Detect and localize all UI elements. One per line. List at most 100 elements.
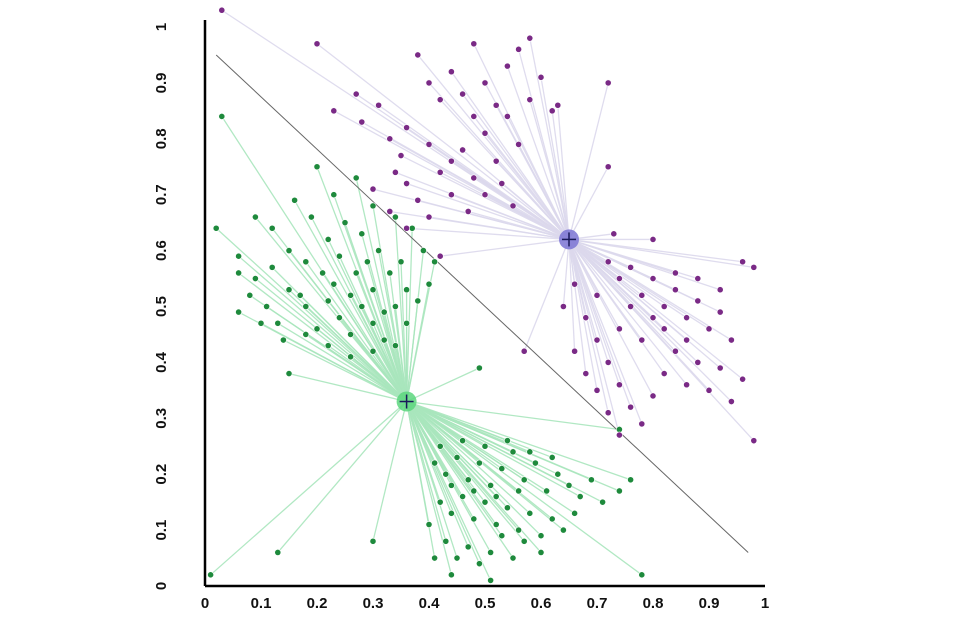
green-spoke-line bbox=[383, 311, 408, 402]
green-spoke-line bbox=[215, 227, 408, 403]
green-data-point bbox=[324, 342, 332, 350]
purple-data-point bbox=[481, 191, 489, 199]
purple-data-point bbox=[369, 185, 377, 193]
purple-spoke-line bbox=[568, 82, 609, 240]
green-data-point bbox=[537, 532, 545, 540]
purple-data-point bbox=[459, 146, 466, 154]
purple-data-point bbox=[358, 118, 366, 126]
purple-spoke-line bbox=[316, 43, 570, 240]
green-data-point bbox=[380, 336, 388, 344]
green-data-point bbox=[487, 577, 494, 584]
purple-spoke-line bbox=[568, 239, 598, 391]
green-data-point bbox=[235, 269, 242, 277]
purple-spoke-line bbox=[450, 71, 570, 240]
purple-data-point bbox=[672, 286, 679, 294]
purple-spoke-line bbox=[417, 54, 570, 240]
green-data-point bbox=[565, 481, 573, 489]
green-data-point bbox=[235, 252, 242, 260]
purple-data-point bbox=[610, 230, 618, 238]
purple-data-point bbox=[436, 168, 444, 176]
purple-data-point bbox=[375, 101, 382, 109]
green-spoke-line bbox=[372, 205, 408, 402]
x-tick-label: 0.3 bbox=[363, 595, 384, 612]
green-data-point bbox=[475, 560, 483, 568]
y-tick-label: 0.6 bbox=[153, 240, 170, 261]
green-spoke-line bbox=[406, 401, 643, 576]
green-data-point bbox=[447, 571, 455, 579]
purple-spoke-line bbox=[568, 239, 643, 341]
green-data-point bbox=[285, 286, 293, 294]
purple-data-point bbox=[728, 336, 735, 344]
purple-spoke-line bbox=[568, 239, 620, 330]
purple-data-point bbox=[560, 303, 567, 310]
green-spoke-line bbox=[406, 401, 514, 559]
green-data-point bbox=[363, 258, 371, 266]
purple-data-point bbox=[492, 157, 500, 165]
green-data-point bbox=[459, 437, 466, 445]
purple-spoke-line bbox=[568, 238, 754, 269]
purple-data-point bbox=[414, 51, 422, 59]
purple-data-point bbox=[750, 437, 758, 445]
purple-spoke-line bbox=[568, 238, 744, 380]
x-tick-labels: 0 0.1 0.2 0.3 0.4 0.5 0.6 0.7 0.8 0.9 1 bbox=[201, 595, 769, 612]
purple-data-point bbox=[481, 79, 489, 87]
purple-spoke-line bbox=[540, 77, 570, 240]
purple-data-point bbox=[386, 135, 394, 143]
green-spoke-line bbox=[333, 194, 408, 402]
data-points bbox=[207, 6, 758, 584]
purple-spoke-line bbox=[568, 239, 688, 386]
green-data-point bbox=[532, 459, 539, 467]
purple-spoke-line bbox=[440, 238, 570, 257]
y-tick-label: 0.5 bbox=[153, 296, 170, 317]
purple-data-point bbox=[660, 370, 668, 377]
green-data-point bbox=[369, 202, 377, 210]
purple-centroid-marker bbox=[559, 229, 579, 250]
centroid-markers bbox=[396, 229, 579, 412]
purple-data-point bbox=[330, 107, 338, 115]
green-data-point bbox=[285, 370, 293, 377]
green-data-point bbox=[475, 459, 483, 467]
green-spoke-line bbox=[405, 284, 430, 402]
purple-data-point bbox=[537, 73, 545, 81]
green-data-point bbox=[391, 342, 399, 350]
purple-spoke-line bbox=[551, 110, 570, 240]
purple-data-point bbox=[627, 403, 634, 411]
purple-data-point bbox=[470, 174, 478, 182]
purple-data-point bbox=[638, 291, 646, 299]
green-spoke-line bbox=[406, 401, 542, 537]
purple-spoke-line bbox=[406, 227, 570, 241]
green-data-point bbox=[447, 509, 455, 517]
y-tick-label: 0.3 bbox=[153, 408, 170, 429]
green-spoke-line bbox=[389, 272, 408, 402]
green-data-point bbox=[335, 252, 343, 260]
purple-data-point bbox=[649, 275, 657, 282]
purple-spoke-line bbox=[473, 116, 570, 240]
green-data-point bbox=[285, 247, 293, 254]
green-data-point bbox=[302, 331, 310, 338]
green-data-point bbox=[302, 258, 310, 266]
purple-spoke-line bbox=[462, 93, 570, 240]
green-spoke-line bbox=[405, 250, 425, 402]
x-tick-label: 0.8 bbox=[643, 595, 664, 612]
green-data-point bbox=[470, 515, 478, 523]
spoke-lines bbox=[210, 9, 755, 581]
purple-data-point bbox=[218, 6, 226, 14]
green-spoke-line bbox=[405, 228, 413, 402]
purple-data-point bbox=[515, 45, 522, 53]
green-data-point bbox=[431, 258, 438, 266]
green-spoke-line bbox=[316, 166, 408, 402]
green-data-point bbox=[498, 465, 506, 473]
green-spoke-line bbox=[238, 255, 408, 403]
green-data-point bbox=[391, 213, 399, 221]
purple-data-point bbox=[554, 101, 562, 109]
green-data-point bbox=[436, 442, 444, 450]
purple-spoke-line bbox=[568, 239, 609, 413]
green-spoke-line bbox=[305, 306, 408, 403]
purple-data-point bbox=[716, 364, 724, 372]
green-spoke-line bbox=[405, 401, 453, 575]
green-spoke-line bbox=[406, 400, 631, 481]
x-tick-label: 1 bbox=[761, 595, 769, 612]
purple-spoke-line bbox=[484, 194, 570, 240]
green-spoke-line bbox=[305, 261, 408, 402]
green-data-point bbox=[358, 303, 366, 310]
